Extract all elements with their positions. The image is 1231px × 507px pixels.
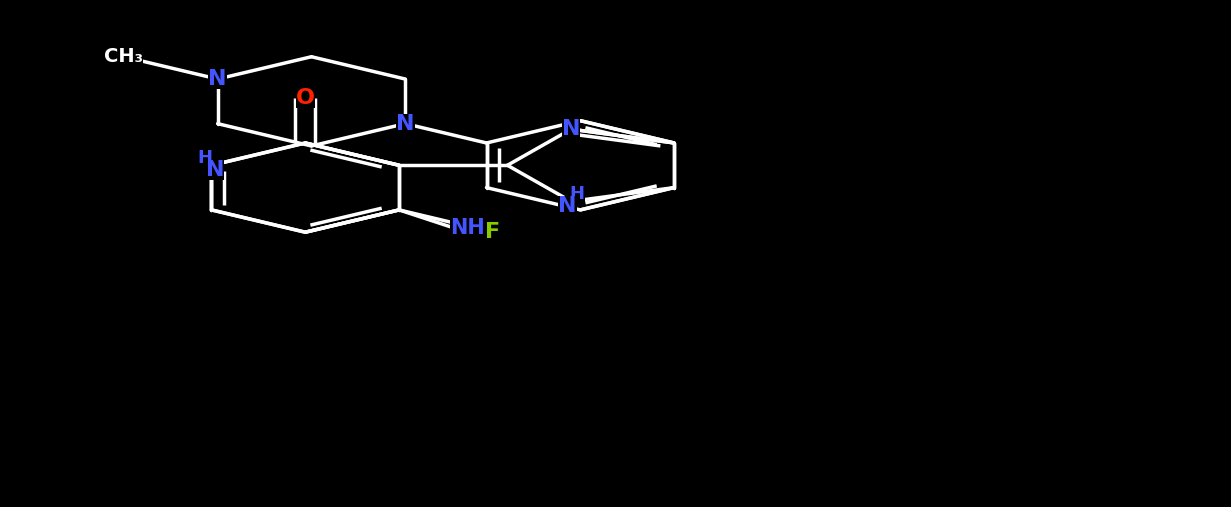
Text: N: N bbox=[558, 196, 576, 216]
Text: N: N bbox=[206, 160, 224, 180]
Text: N: N bbox=[208, 69, 227, 89]
Text: CH₃: CH₃ bbox=[105, 47, 143, 66]
Text: H: H bbox=[198, 149, 213, 167]
Text: O: O bbox=[295, 88, 315, 108]
Text: NH₂: NH₂ bbox=[449, 218, 494, 238]
Text: F: F bbox=[485, 222, 501, 242]
Text: H: H bbox=[570, 185, 585, 203]
Text: N: N bbox=[396, 114, 415, 134]
Text: N: N bbox=[561, 119, 580, 139]
